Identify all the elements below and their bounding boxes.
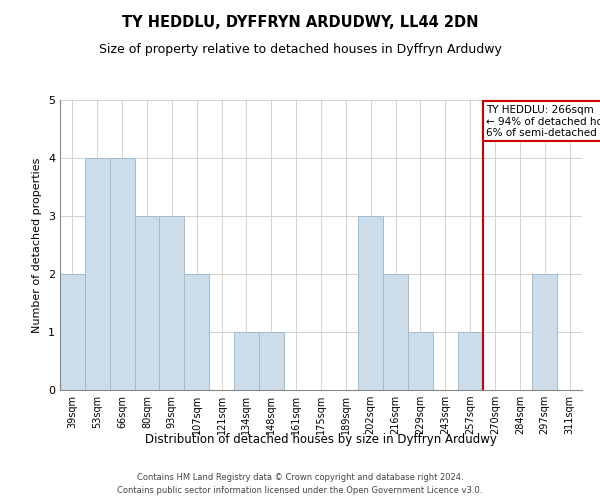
Bar — [358, 216, 383, 390]
Text: Distribution of detached houses by size in Dyffryn Ardudwy: Distribution of detached houses by size … — [145, 432, 497, 446]
Bar — [234, 332, 259, 390]
Text: TY HEDDLU, DYFFRYN ARDUDWY, LL44 2DN: TY HEDDLU, DYFFRYN ARDUDWY, LL44 2DN — [122, 15, 478, 30]
Bar — [383, 274, 408, 390]
Text: Size of property relative to detached houses in Dyffryn Ardudwy: Size of property relative to detached ho… — [98, 42, 502, 56]
Bar — [60, 274, 85, 390]
Text: Contains public sector information licensed under the Open Government Licence v3: Contains public sector information licen… — [118, 486, 482, 495]
Bar — [110, 158, 134, 390]
Bar — [532, 274, 557, 390]
Bar — [408, 332, 433, 390]
Bar — [184, 274, 209, 390]
Text: TY HEDDLU: 266sqm
← 94% of detached houses are smaller (32)
6% of semi-detached : TY HEDDLU: 266sqm ← 94% of detached hous… — [486, 104, 600, 138]
Text: Contains HM Land Registry data © Crown copyright and database right 2024.: Contains HM Land Registry data © Crown c… — [137, 472, 463, 482]
Bar — [259, 332, 284, 390]
Y-axis label: Number of detached properties: Number of detached properties — [32, 158, 43, 332]
Bar — [134, 216, 160, 390]
Bar — [85, 158, 110, 390]
Bar — [160, 216, 184, 390]
Bar — [458, 332, 482, 390]
